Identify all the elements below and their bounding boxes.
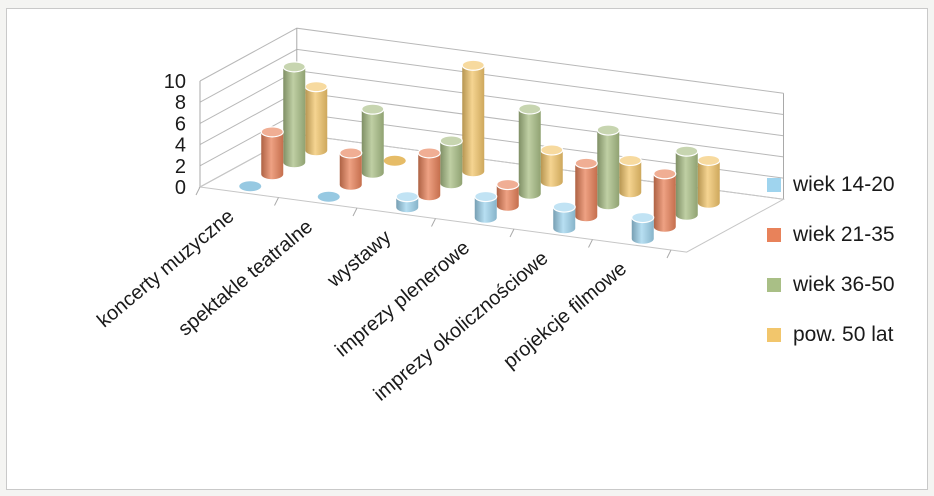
cylinder-top: [552, 201, 576, 213]
cylinder-top: [518, 103, 542, 115]
bar-wiek-21-35-spektakle-teatralne: [339, 147, 363, 190]
bar-wiek-36-50-koncerty-muzyczne: [282, 61, 306, 168]
bar-wiek-21-35-wystawy: [417, 147, 441, 201]
cylinder-body: [361, 109, 384, 178]
legend-swatch: [767, 278, 781, 292]
cylinder-top: [461, 59, 485, 71]
y-tick-label: 10: [164, 71, 186, 93]
bar-wiek-36-50-imprezy-okoliczno-ciowe: [596, 124, 620, 210]
cylinder-body: [675, 151, 698, 220]
bar-wiek-36-50-spektakle-teatralne: [361, 103, 385, 178]
cylinder-body: [653, 173, 676, 232]
y-tick-label: 2: [175, 156, 186, 178]
cylinder-body: [305, 86, 328, 156]
cylinder-body: [440, 140, 463, 189]
bar-pow-50-lat-wystawy: [461, 59, 485, 177]
category-label: imprezy okolicznościowe: [370, 247, 553, 405]
cylinder-flat: [383, 155, 406, 166]
cylinder-body: [619, 160, 642, 198]
chart-bars: [239, 59, 721, 244]
legend-swatch: [767, 228, 781, 242]
x-tick: [588, 239, 593, 248]
cylinder-top: [574, 157, 598, 169]
cylinder-body: [597, 130, 620, 210]
bar-wiek-36-50-projekcje-filmowe: [675, 145, 699, 220]
bar-wiek-21-35-koncerty-muzyczne: [260, 126, 284, 180]
x-tick: [509, 228, 515, 238]
bar-wiek-21-35-imprezy-okoliczno-ciowe: [574, 157, 598, 222]
cylinder-body: [697, 160, 720, 208]
cylinder-top: [439, 135, 463, 147]
cylinder-top: [395, 191, 419, 203]
bar-wiek-14-20-koncerty-muzyczne: [239, 181, 262, 192]
y-tick-label: 0: [175, 177, 186, 199]
bar-wiek-14-20-imprezy-okoliczno-ciowe: [552, 201, 576, 234]
cylinder-top: [697, 154, 721, 166]
bar-wiek-36-50-wystawy: [439, 135, 463, 189]
x-tick: [195, 186, 201, 196]
y-tick-label: 6: [175, 113, 186, 135]
cylinder-body: [518, 108, 541, 199]
cylinder-flat: [239, 181, 262, 192]
legend-label: wiek 21-35: [792, 223, 895, 246]
cylinder-top: [496, 178, 520, 191]
bar-wiek-14-20-projekcje-filmowe: [631, 211, 655, 244]
bar-pow-50-lat-imprezy-plenerowe: [540, 144, 564, 187]
cylinder-body: [462, 65, 485, 177]
y-tick-label: 8: [175, 92, 186, 114]
bar-pow-50-lat-spektakle-teatralne: [383, 155, 406, 166]
x-tick: [431, 218, 436, 227]
cylinder-body: [575, 163, 598, 222]
bar-pow-50-lat-imprezy-okoliczno-ciowe: [618, 154, 642, 198]
legend: wiek 14-20 wiek 21-35 wiek 36-50 pow. 50 la…: [767, 173, 895, 346]
y-tick-label: 4: [175, 135, 186, 157]
category-label: wystawy: [323, 226, 396, 292]
bar-wiek-14-20-imprezy-plenerowe: [474, 190, 498, 223]
cylinder-body: [261, 131, 284, 180]
bar-wiek-21-35-projekcje-filmowe: [653, 168, 677, 232]
cylinder-top: [339, 147, 363, 159]
cylinder-top: [260, 126, 284, 138]
cylinder-top: [361, 103, 385, 115]
bar-pow-50-lat-projekcje-filmowe: [697, 154, 721, 208]
bar-wiek-21-35-imprezy-plenerowe: [496, 178, 520, 211]
cylinder-body: [283, 66, 306, 168]
legend-label: pow. 50 lat: [793, 323, 894, 346]
legend-swatch: [767, 178, 781, 192]
cylinder-top: [304, 81, 328, 93]
legend-label: wiek 14-20: [792, 173, 895, 196]
cylinder-top: [675, 145, 699, 157]
bar-pow-50-lat-koncerty-muzyczne: [304, 81, 328, 156]
bar-wiek-36-50-imprezy-plenerowe: [518, 103, 542, 199]
cylinder-top: [653, 168, 677, 180]
cylinder-top: [474, 190, 498, 203]
cylinder-body: [418, 152, 441, 201]
cylinder-flat: [317, 191, 340, 202]
x-tick: [352, 207, 358, 217]
cylinder-top: [618, 154, 642, 167]
cylinder-top: [282, 61, 306, 73]
cylinder-top: [540, 144, 564, 156]
cylinder-body: [474, 196, 497, 223]
cylinder-top: [596, 124, 620, 136]
cylinder-body: [496, 184, 519, 211]
cylinder-body: [631, 217, 654, 244]
legend-swatch: [767, 328, 781, 342]
cylinder-top: [417, 147, 441, 159]
chart-frame: 0 2 4 6 8 10 koncerty muzyczne spektakle teatr…: [6, 8, 928, 490]
cylinder-top: [631, 211, 655, 224]
cylinder-body: [339, 152, 362, 190]
bar-wiek-14-20-wystawy: [395, 191, 419, 213]
cylinder-body: [553, 207, 576, 234]
x-tick: [666, 249, 672, 259]
cylinder-body: [540, 149, 563, 187]
x-tick: [274, 197, 279, 206]
legend-label: wiek 36-50: [792, 273, 895, 296]
bar-wiek-14-20-spektakle-teatralne: [317, 191, 340, 202]
